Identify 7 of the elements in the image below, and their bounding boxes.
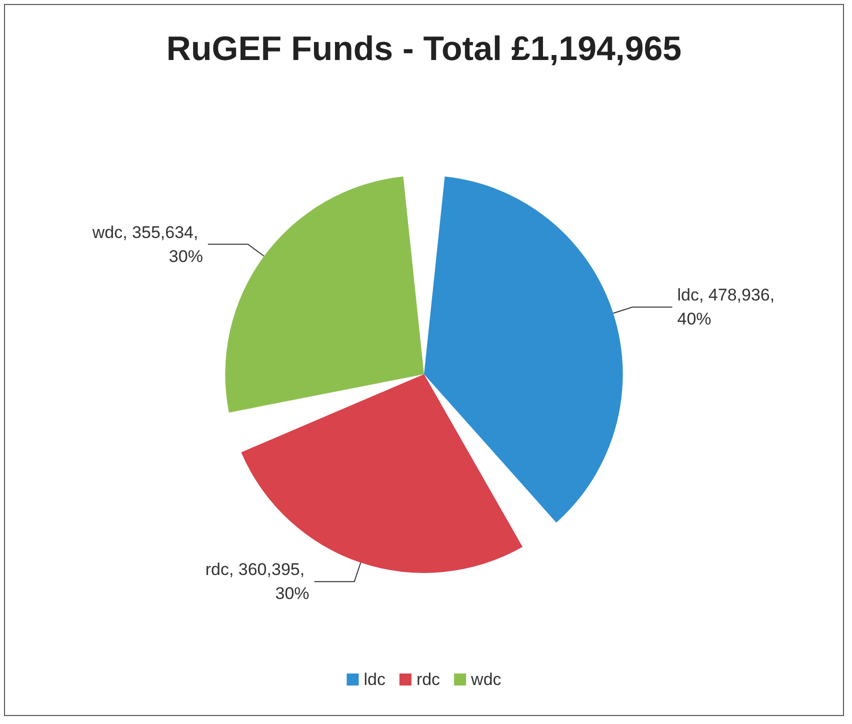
- legend-label: ldc: [364, 670, 386, 689]
- data-label: rdc, 360,395, 30%: [205, 560, 310, 604]
- legend-label: wdc: [470, 670, 502, 689]
- data-label: wdc, 355,634, 30%: [91, 222, 203, 266]
- chart-title: RuGEF Funds - Total £1,194,965: [166, 30, 682, 68]
- data-label: ldc, 478,936, 40%: [677, 286, 780, 329]
- legend-label: rdc: [416, 670, 441, 689]
